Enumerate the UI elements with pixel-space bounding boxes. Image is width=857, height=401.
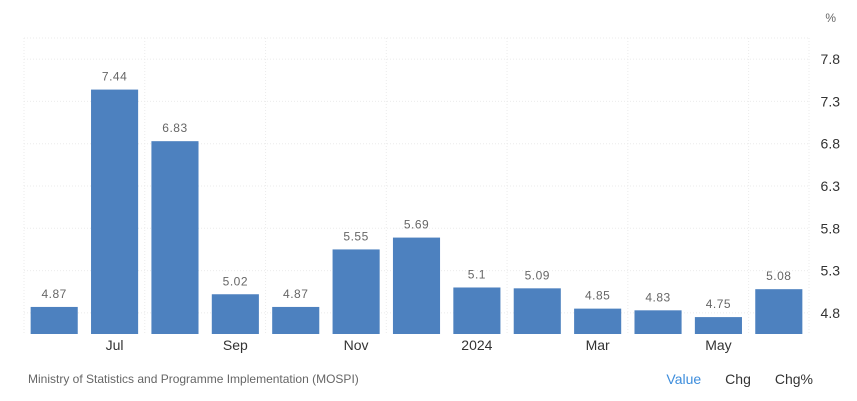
data-label: 5.55 xyxy=(343,229,368,243)
bar xyxy=(392,237,441,334)
chgpct-button[interactable]: Chg% xyxy=(774,371,813,387)
bar xyxy=(91,89,139,335)
view-toggle: Value Chg Chg% xyxy=(642,371,813,387)
bar xyxy=(453,287,501,334)
bar xyxy=(634,310,682,334)
y-tick-label: 7.8 xyxy=(821,51,841,67)
y-unit-label: % xyxy=(825,11,836,25)
y-tick-label: 5.3 xyxy=(821,263,841,279)
value-button[interactable]: Value xyxy=(666,371,702,387)
data-label: 5.02 xyxy=(223,274,248,288)
bar xyxy=(694,317,742,334)
x-tick-label: Mar xyxy=(586,337,610,353)
bar xyxy=(30,306,78,334)
data-label: 5.1 xyxy=(468,267,486,281)
x-tick-label: Nov xyxy=(344,337,369,353)
data-label: 5.08 xyxy=(766,269,791,283)
x-tick-label: 2024 xyxy=(461,337,492,353)
y-tick-label: 6.3 xyxy=(821,178,841,194)
bar xyxy=(332,249,380,334)
y-tick-label: 5.8 xyxy=(821,220,841,236)
bar xyxy=(513,288,561,334)
data-label: 7.44 xyxy=(102,70,127,84)
x-tick-label: May xyxy=(705,337,731,353)
bar xyxy=(211,294,259,334)
data-label: 4.87 xyxy=(42,287,67,301)
chg-button[interactable]: Chg xyxy=(725,371,751,387)
data-label: 5.69 xyxy=(404,218,429,232)
bar xyxy=(272,306,320,334)
bar xyxy=(151,141,199,334)
bar xyxy=(755,289,803,334)
x-tick-label: Jul xyxy=(106,337,124,353)
y-tick-label: 6.8 xyxy=(821,136,841,152)
x-tick-label: Sep xyxy=(223,337,248,353)
data-label: 4.75 xyxy=(706,297,731,311)
data-label: 5.09 xyxy=(525,268,550,282)
y-tick-label: 7.3 xyxy=(821,93,841,109)
data-label: 4.87 xyxy=(283,287,308,301)
bar xyxy=(574,308,622,334)
data-label: 4.85 xyxy=(585,289,610,303)
y-tick-label: 4.8 xyxy=(821,305,841,321)
data-label: 4.83 xyxy=(645,290,670,304)
source-note: Ministry of Statistics and Programme Imp… xyxy=(28,372,359,386)
chart: 4.8 5.3 5.8 6.3 6.8 7.3 7.8% 4.87 7.44 6.83 5.02 4.… xyxy=(23,11,841,353)
data-label: 6.83 xyxy=(162,121,187,135)
